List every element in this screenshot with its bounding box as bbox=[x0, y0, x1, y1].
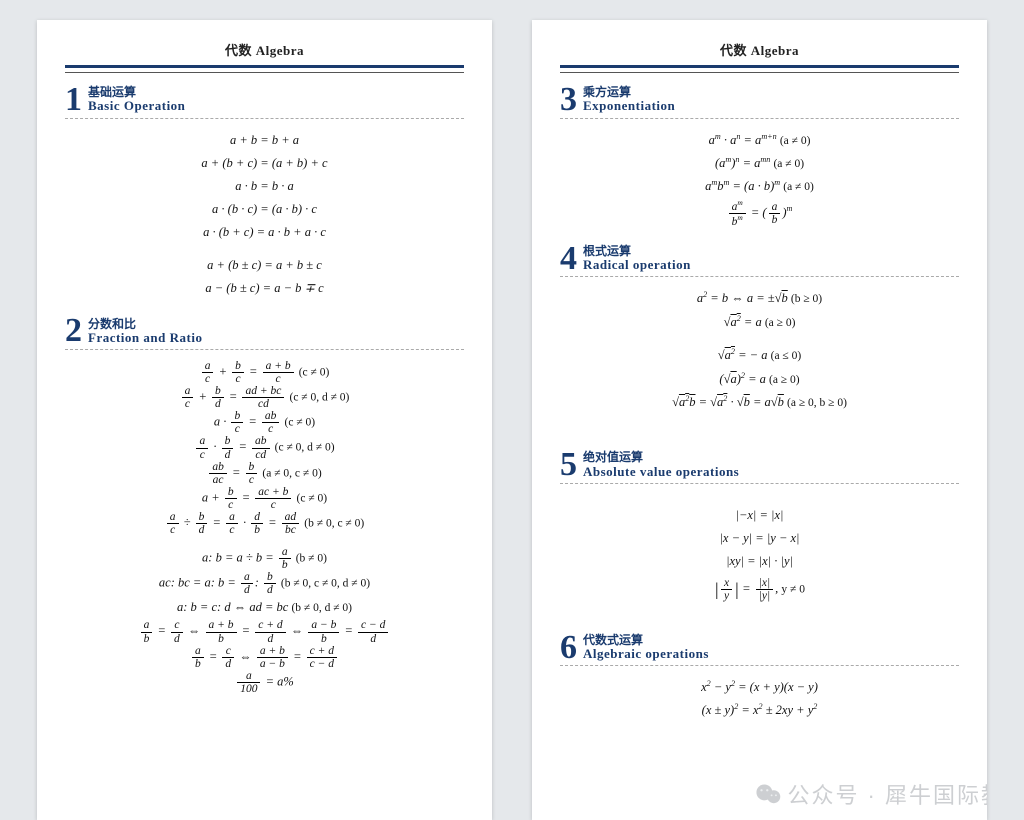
formula: ab = cd ⇔ a + ba − b = c + dc − d bbox=[65, 645, 464, 670]
section-absolute-value: 5 绝对值运算 Absolute value operations |−x| =… bbox=[560, 450, 959, 606]
section-heading: 2 分数和比 Fraction and Ratio bbox=[65, 316, 464, 350]
watermark: 公众号 · 犀牛国际教育总部 bbox=[755, 778, 987, 810]
page-left: 代数 Algebra 1 基础运算 Basic Operation a + b … bbox=[37, 20, 492, 820]
section-fraction-ratio: 2 分数和比 Fraction and Ratio ac + bc = a + … bbox=[65, 316, 464, 694]
page-right: 代数 Algebra 3 乘方运算 Exponentiation am · an… bbox=[532, 20, 987, 820]
formula: a100 = a% bbox=[65, 670, 464, 695]
section-radical: 4 根式运算 Radical operation a2 = b ⇔ a = ±√… bbox=[560, 244, 959, 415]
section-number: 2 bbox=[65, 316, 82, 347]
section-title-cn: 代数式运算 bbox=[583, 634, 709, 647]
formula: a2 = b ⇔ a = ±√b (b ≥ 0) bbox=[560, 287, 959, 310]
formula: am · an = am+n (a ≠ 0) bbox=[560, 129, 959, 152]
page-header: 代数 Algebra bbox=[65, 40, 464, 65]
section-number: 6 bbox=[560, 633, 577, 664]
section-title-en: Radical operation bbox=[583, 258, 691, 272]
section-title-en: Exponentiation bbox=[583, 99, 675, 113]
formula: a · (b + c) = a · b + a · c bbox=[65, 221, 464, 244]
formula: |xy| = |x||y|, y ≠ 0 bbox=[560, 573, 959, 606]
formula: a · b = b · a bbox=[65, 175, 464, 198]
formula: ac · bd = abcd (c ≠ 0, d ≠ 0) bbox=[65, 435, 464, 460]
formula: ambm = (ab)m bbox=[560, 199, 959, 228]
formula-block: |−x| = |x| |x − y| = |y − x| |xy| = |x| … bbox=[560, 504, 959, 607]
section-titles: 根式运算 Radical operation bbox=[583, 245, 691, 274]
section-heading: 4 根式运算 Radical operation bbox=[560, 244, 959, 278]
formula: a: b = c: d ⇔ ad = bc (b ≠ 0, d ≠ 0) bbox=[65, 596, 464, 619]
formula-block: ac + bc = a + bc (c ≠ 0) ac + bd = ad + … bbox=[65, 360, 464, 695]
section-number: 4 bbox=[560, 244, 577, 275]
page-header: 代数 Algebra bbox=[560, 40, 959, 65]
section-title-en: Fraction and Ratio bbox=[88, 331, 202, 345]
header-rule-thin bbox=[560, 72, 959, 73]
section-number: 1 bbox=[65, 85, 82, 116]
formula: a + b = b + a bbox=[65, 129, 464, 152]
section-titles: 代数式运算 Algebraic operations bbox=[583, 634, 709, 663]
header-rule-thick bbox=[560, 65, 959, 68]
section-number: 5 bbox=[560, 450, 577, 481]
formula: ac: bc = a: b = ad: bd (b ≠ 0, c ≠ 0, d … bbox=[65, 571, 464, 596]
section-exponentiation: 3 乘方运算 Exponentiation am · an = am+n (a … bbox=[560, 85, 959, 228]
watermark-text: 公众号 · 犀牛国际教育总部 bbox=[787, 778, 987, 810]
section-title-en: Algebraic operations bbox=[583, 647, 709, 661]
header-rule-thick bbox=[65, 65, 464, 68]
wechat-icon bbox=[755, 783, 781, 805]
section-titles: 分数和比 Fraction and Ratio bbox=[88, 318, 202, 347]
section-heading: 1 基础运算 Basic Operation bbox=[65, 85, 464, 119]
formula: (√a)2 = a (a ≥ 0) bbox=[560, 368, 959, 391]
formula: a + (b ± c) = a + b ± c bbox=[65, 254, 464, 277]
formula: ac + bc = a + bc (c ≠ 0) bbox=[65, 360, 464, 385]
section-number: 3 bbox=[560, 85, 577, 116]
section-title-cn: 绝对值运算 bbox=[583, 451, 739, 464]
section-title-cn: 根式运算 bbox=[583, 245, 691, 258]
section-algebraic: 6 代数式运算 Algebraic operations x2 − y2 = (… bbox=[560, 633, 959, 723]
section-titles: 乘方运算 Exponentiation bbox=[583, 86, 675, 115]
formula: abac = bc (a ≠ 0, c ≠ 0) bbox=[65, 461, 464, 486]
formula: (am)n = amn (a ≠ 0) bbox=[560, 152, 959, 175]
formula: a · (b · c) = (a · b) · c bbox=[65, 198, 464, 221]
formula: x2 − y2 = (x + y)(x − y) bbox=[560, 676, 959, 699]
section-heading: 3 乘方运算 Exponentiation bbox=[560, 85, 959, 119]
formula: a + (b + c) = (a + b) + c bbox=[65, 152, 464, 175]
formula-block: x2 − y2 = (x + y)(x − y) (x ± y)2 = x2 ±… bbox=[560, 676, 959, 723]
section-titles: 绝对值运算 Absolute value operations bbox=[583, 451, 739, 480]
formula: |−x| = |x| bbox=[560, 504, 959, 527]
section-basic-operation: 1 基础运算 Basic Operation a + b = b + a a +… bbox=[65, 85, 464, 300]
formula: ambm = (a · b)m (a ≠ 0) bbox=[560, 175, 959, 198]
section-title-cn: 分数和比 bbox=[88, 318, 202, 331]
section-heading: 6 代数式运算 Algebraic operations bbox=[560, 633, 959, 667]
formula-block: am · an = am+n (a ≠ 0) (am)n = amn (a ≠ … bbox=[560, 129, 959, 228]
formula: √a2 = − a (a ≤ 0) bbox=[560, 344, 959, 367]
formula: a + bc = ac + bc (c ≠ 0) bbox=[65, 486, 464, 511]
formula-block: a2 = b ⇔ a = ±√b (b ≥ 0) √a2 = a (a ≥ 0)… bbox=[560, 287, 959, 414]
formula-block: a + b = b + a a + (b + c) = (a + b) + c … bbox=[65, 129, 464, 301]
section-heading: 5 绝对值运算 Absolute value operations bbox=[560, 450, 959, 484]
formula: ac ÷ bd = ac · db = adbc (b ≠ 0, c ≠ 0) bbox=[65, 511, 464, 536]
formula: √a2b = √a2 · √b = a√b (a ≥ 0, b ≥ 0) bbox=[560, 391, 959, 414]
formula: a − (b ± c) = a − b ∓ c bbox=[65, 277, 464, 300]
header-rule-thin bbox=[65, 72, 464, 73]
section-title-en: Absolute value operations bbox=[583, 465, 739, 479]
formula: a · bc = abc (c ≠ 0) bbox=[65, 410, 464, 435]
section-title-en: Basic Operation bbox=[88, 99, 185, 113]
formula: a: b = a ÷ b = ab (b ≠ 0) bbox=[65, 546, 464, 571]
formula: ac + bd = ad + bccd (c ≠ 0, d ≠ 0) bbox=[65, 385, 464, 410]
formula: ab = cd ⇔ a + bb = c + dd ⇔ a − bb = c −… bbox=[65, 619, 464, 644]
section-titles: 基础运算 Basic Operation bbox=[88, 86, 185, 115]
formula: √a2 = a (a ≥ 0) bbox=[560, 311, 959, 334]
formula: |xy| = |x| · |y| bbox=[560, 550, 959, 573]
formula: (x ± y)2 = x2 ± 2xy + y2 bbox=[560, 699, 959, 722]
formula: |x − y| = |y − x| bbox=[560, 527, 959, 550]
